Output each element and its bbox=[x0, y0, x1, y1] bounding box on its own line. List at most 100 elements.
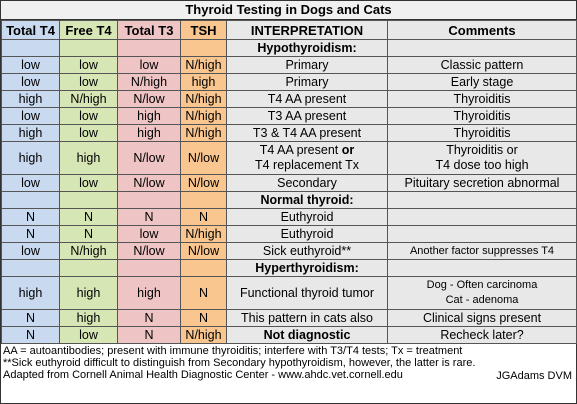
cell-free-t4 bbox=[59, 259, 118, 277]
comment-line-1: Thyroiditis or bbox=[446, 143, 518, 157]
cell-total-t3: low bbox=[117, 225, 181, 243]
cell-tsh: N/low bbox=[180, 242, 227, 260]
cell-comments: Pituitary secretion abnormal bbox=[387, 174, 577, 192]
cell-comments: Recheck later? bbox=[387, 326, 577, 344]
table-row: low low high N/high T3 AA present Thyroiditis bbox=[1, 107, 577, 125]
header-free-t4: Free T4 bbox=[59, 20, 118, 40]
cell-total-t4 bbox=[1, 39, 60, 57]
footer-notes: AA = autoantibodies; present with immune… bbox=[1, 344, 576, 384]
cell-interpretation: Sick euthyroid** bbox=[226, 242, 388, 260]
table-row: high low high N/high T3 & T4 AA present Thyro… bbox=[1, 124, 577, 142]
cell-total-t3: N/low bbox=[117, 141, 181, 175]
cell-total-t3 bbox=[117, 39, 181, 57]
cell-interpretation: T3 AA present bbox=[226, 107, 388, 125]
cell-total-t3: N bbox=[117, 309, 181, 327]
cell-interpretation: Euthyroid bbox=[226, 225, 388, 243]
section-row: Hyperthyroidism: bbox=[1, 259, 577, 277]
cell-total-t4: high bbox=[1, 141, 60, 175]
cell-interpretation: T3 & T4 AA present bbox=[226, 124, 388, 142]
table-row: low low N/low N/low Secondary Pituitary secre… bbox=[1, 174, 577, 192]
cell-interpretation: Primary bbox=[226, 73, 388, 91]
cell-tsh: N bbox=[180, 276, 227, 310]
table-row: high high high N Functional thyroid tumor Dog… bbox=[1, 276, 577, 310]
cell-free-t4: low bbox=[59, 107, 118, 125]
cell-total-t3: N/low bbox=[117, 90, 181, 108]
cell-interpretation: Not diagnostic bbox=[226, 326, 388, 344]
table-row: low N/high N/low N/low Sick euthyroid** Anoth… bbox=[1, 242, 577, 260]
cell-free-t4: high bbox=[59, 276, 118, 310]
comment-line-1: Dog - Often carcinoma bbox=[426, 279, 538, 291]
page-title: Thyroid Testing in Dogs and Cats bbox=[1, 1, 576, 20]
footer-note-sick-euthyroid: **Sick euthyroid difficult to distinguis… bbox=[3, 357, 476, 369]
table-body: Hypothyroidism: low low low N/high Primary Cla… bbox=[1, 39, 577, 344]
cell-tsh: N/low bbox=[180, 141, 227, 175]
cell-interpretation: This pattern in cats also bbox=[226, 309, 388, 327]
header-row: Total T4 Free T4 Total T3 TSH INTERPRETA… bbox=[1, 20, 577, 40]
cell-comments: Thyroiditis or T4 dose too high bbox=[387, 141, 577, 175]
table-row: high N/high N/low N/high T4 AA present Thyroi… bbox=[1, 90, 577, 108]
cell-comments-empty bbox=[387, 39, 577, 57]
cell-tsh: N bbox=[180, 309, 227, 327]
cell-free-t4: N/high bbox=[59, 90, 118, 108]
cell-comments bbox=[387, 208, 577, 226]
cell-total-t4: low bbox=[1, 174, 60, 192]
interp-line-2: T4 replacement Tx bbox=[255, 158, 359, 172]
header-total-t4: Total T4 bbox=[1, 20, 60, 40]
comment-line-2: T4 dose too high bbox=[435, 158, 529, 172]
cell-free-t4: low bbox=[59, 73, 118, 91]
cell-total-t3: N/low bbox=[117, 174, 181, 192]
cell-comments-empty bbox=[387, 259, 577, 277]
header-tsh: TSH bbox=[180, 20, 227, 40]
cell-comments-empty bbox=[387, 191, 577, 209]
cell-total-t3: N bbox=[117, 208, 181, 226]
thyroid-table: Total T4 Free T4 Total T3 TSH INTERPRETA… bbox=[1, 20, 577, 344]
cell-comments: Thyroiditis bbox=[387, 124, 577, 142]
cell-comments bbox=[387, 225, 577, 243]
section-label: Hyperthyroidism: bbox=[226, 259, 388, 277]
cell-total-t3 bbox=[117, 191, 181, 209]
cell-total-t3: high bbox=[117, 124, 181, 142]
cell-interpretation: Primary bbox=[226, 56, 388, 74]
cell-free-t4: N/high bbox=[59, 242, 118, 260]
cell-interpretation: T4 AA present bbox=[226, 90, 388, 108]
cell-interpretation: T4 AA present or T4 replacement Tx bbox=[226, 141, 388, 175]
header-interpretation: INTERPRETATION bbox=[226, 20, 388, 40]
cell-total-t4: low bbox=[1, 73, 60, 91]
cell-total-t4 bbox=[1, 259, 60, 277]
section-label: Normal thyroid: bbox=[226, 191, 388, 209]
cell-comments: Early stage bbox=[387, 73, 577, 91]
cell-total-t4: low bbox=[1, 242, 60, 260]
cell-total-t3: N/low bbox=[117, 242, 181, 260]
section-row: Normal thyroid: bbox=[1, 191, 577, 209]
cell-total-t4: high bbox=[1, 124, 60, 142]
signature: JGAdams DVM bbox=[496, 370, 572, 382]
cell-interpretation: Functional thyroid tumor bbox=[226, 276, 388, 310]
cell-total-t4: low bbox=[1, 107, 60, 125]
cell-tsh: N/high bbox=[180, 56, 227, 74]
cell-comments: Another factor suppresses T4 bbox=[387, 242, 577, 260]
cell-total-t3: high bbox=[117, 276, 181, 310]
cell-total-t4: high bbox=[1, 90, 60, 108]
cell-total-t4: N bbox=[1, 309, 60, 327]
cell-free-t4: low bbox=[59, 124, 118, 142]
cell-free-t4: N bbox=[59, 208, 118, 226]
cell-total-t4: high bbox=[1, 276, 60, 310]
cell-free-t4: N bbox=[59, 225, 118, 243]
cell-tsh: N bbox=[180, 208, 227, 226]
cell-total-t3: low bbox=[117, 56, 181, 74]
interp-emphasis: or bbox=[338, 143, 355, 157]
cell-interpretation: Secondary bbox=[226, 174, 388, 192]
header-comments: Comments bbox=[387, 20, 577, 40]
cell-free-t4 bbox=[59, 39, 118, 57]
table-row: low low N/high high Primary Early stage bbox=[1, 73, 577, 91]
cell-tsh bbox=[180, 259, 227, 277]
comment-line-2: Cat - adenoma bbox=[445, 294, 519, 306]
cell-tsh: N/high bbox=[180, 90, 227, 108]
cell-comments: Thyroiditis bbox=[387, 107, 577, 125]
cell-free-t4: low bbox=[59, 56, 118, 74]
cell-comments: Dog - Often carcinoma Cat - adenoma bbox=[387, 276, 577, 310]
cell-free-t4: low bbox=[59, 174, 118, 192]
